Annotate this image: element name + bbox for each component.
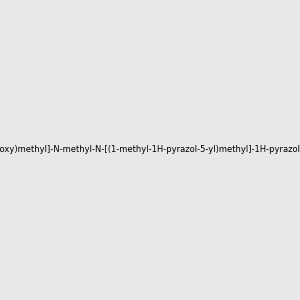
- Text: 1-[(2-chlorophenoxy)methyl]-N-methyl-N-[(1-methyl-1H-pyrazol-5-yl)methyl]-1H-pyr: 1-[(2-chlorophenoxy)methyl]-N-methyl-N-[…: [0, 146, 300, 154]
